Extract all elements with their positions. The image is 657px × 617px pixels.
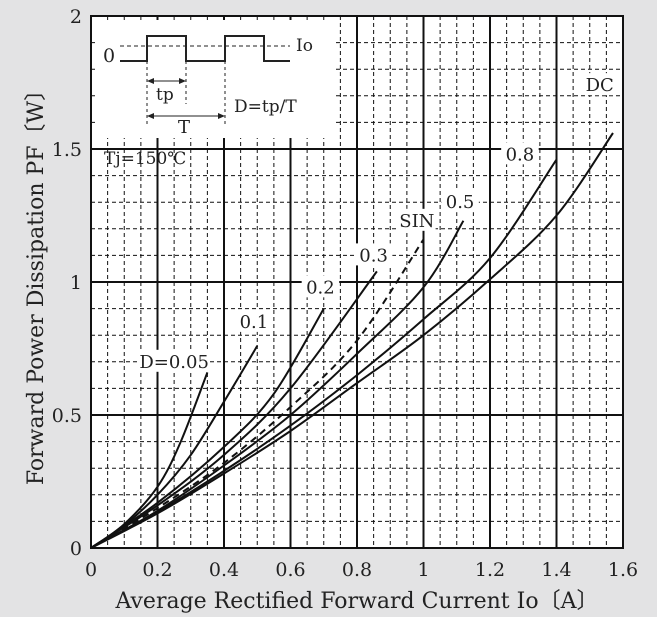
inset-period-label: T: [178, 117, 190, 138]
series-line-sin: [90, 238, 425, 549]
y-tick-label: 1.5: [52, 139, 82, 161]
tp-arrow-left: [147, 78, 154, 84]
series-label-background: [441, 190, 479, 213]
series-label: SIN: [399, 211, 434, 232]
series-label: DC: [586, 75, 614, 96]
y-axis-label: Forward Power Dissipation PF〔W〕: [24, 79, 49, 485]
x-tick-label: 1.6: [608, 559, 638, 581]
inset-io-label: Io: [296, 36, 313, 56]
series-label: 0.3: [359, 245, 388, 266]
series-label: 0.1: [240, 312, 269, 333]
inset-tp-label: tp: [156, 85, 174, 105]
x-tick-label: 0.8: [342, 559, 372, 581]
series-label-background: [398, 208, 436, 231]
x-tick-label: 1.4: [541, 559, 571, 581]
x-tick-label: 0.2: [142, 559, 172, 581]
inset-diagram: 0 Io tp T D=tp/T: [95, 20, 335, 138]
series-label: 0.2: [306, 277, 335, 298]
y-tick-label: 0: [70, 538, 82, 560]
series-line-0-3: [90, 270, 378, 549]
inset-zero-label: 0: [103, 45, 115, 67]
period-arrow-right: [218, 113, 225, 119]
x-tick-label: 0: [85, 559, 97, 581]
inset-background: [95, 20, 335, 138]
plot-frame: [90, 15, 624, 549]
series-line-dc: [90, 132, 614, 549]
x-tick-label: 1: [417, 559, 429, 581]
series-labels: D=0.05 0.1 0.2 0.3 SIN 0.5 0.8 DC: [139, 73, 614, 373]
series-line-0-2: [90, 308, 325, 549]
x-axis-label: Average Rectified Forward Current Io〔A〕: [115, 589, 599, 614]
series-line-0-8: [90, 159, 558, 549]
tick-labels: 0 0.2 0.4 0.6 0.8 1 1.2 1.4 1.6 0 0.5 1 1.5 2: [52, 6, 638, 581]
series-label: D=0.05: [139, 352, 209, 373]
y-tick-label: 2: [70, 6, 82, 28]
series-label-background: [586, 73, 614, 96]
series-line-0-5: [90, 220, 465, 549]
x-tick-label: 1.2: [475, 559, 505, 581]
series-label-background: [501, 142, 539, 165]
series-label-background: [139, 349, 209, 372]
series-label-background: [301, 275, 340, 298]
series: [90, 132, 614, 549]
series-label: 0.5: [446, 192, 475, 213]
series-label-background: [235, 309, 273, 332]
y-tick-label: 1: [70, 272, 82, 294]
pulse-waveform: [120, 35, 290, 62]
period-arrow-left: [147, 113, 154, 119]
tp-arrow-right: [179, 78, 186, 84]
x-tick-label: 0.6: [275, 559, 305, 581]
x-tick-label: 0.4: [209, 559, 239, 581]
tj-annotation: Tj=150℃: [104, 149, 186, 169]
series-label: 0.8: [506, 144, 535, 165]
inset-duty-label: D=tp/T: [234, 97, 297, 117]
series-label-background: [354, 243, 393, 266]
y-tick-label: 0.5: [52, 405, 82, 427]
